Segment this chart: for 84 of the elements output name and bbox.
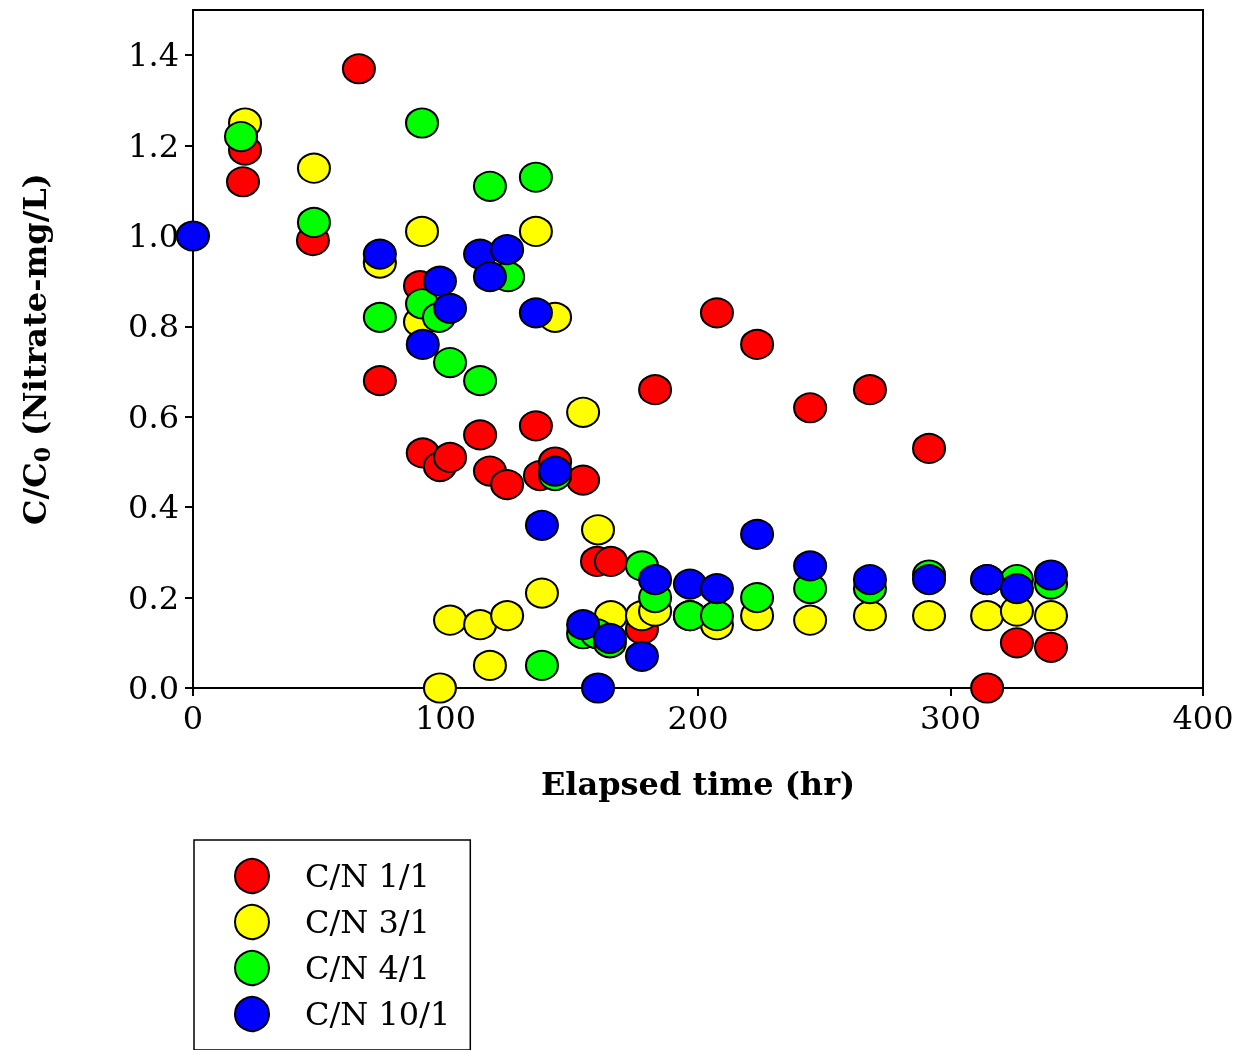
point: [341, 53, 376, 85]
legend-label: C/N 4/1: [305, 949, 430, 987]
point: [566, 464, 601, 496]
y-tick-label: 1.0: [128, 217, 179, 255]
point: [912, 432, 947, 464]
point: [624, 640, 659, 672]
point: [699, 600, 734, 632]
y-tick-label: 1.2: [128, 126, 179, 165]
point: [852, 600, 887, 632]
point: [999, 573, 1034, 605]
point: [422, 265, 457, 297]
point: [1034, 600, 1068, 632]
point: [433, 347, 468, 379]
point: [490, 234, 525, 266]
point: [672, 568, 707, 600]
point: [638, 374, 673, 406]
point: [433, 292, 468, 324]
legend-label: C/N 10/1: [305, 995, 451, 1033]
y-tick-label: 0.0: [128, 669, 179, 707]
point: [699, 297, 734, 329]
point: [518, 215, 553, 247]
y-tick-label: 0.8: [128, 307, 179, 346]
point: [852, 564, 887, 596]
point: [433, 604, 468, 636]
y-tick-label: 0.2: [128, 578, 179, 617]
point: [566, 609, 601, 641]
point: [638, 564, 673, 596]
point: [970, 600, 1005, 632]
x-tick-label: 400: [1172, 699, 1234, 737]
point: [793, 550, 828, 582]
point: [463, 419, 498, 451]
point: [422, 672, 457, 704]
y-tick-label: 0.4: [128, 488, 179, 527]
point: [593, 545, 628, 577]
x-axis-title: Elapsed time (hr): [540, 765, 856, 803]
point: [405, 215, 440, 247]
point: [524, 577, 559, 609]
point: [463, 365, 498, 397]
point: [566, 396, 601, 428]
y-tick-label: 0.6: [128, 397, 179, 436]
point: [524, 649, 559, 681]
point: [1034, 631, 1068, 663]
point: [518, 161, 553, 193]
legend-label: C/N 3/1: [305, 903, 430, 941]
point: [296, 206, 331, 238]
x-tick-label: 200: [667, 699, 729, 737]
point: [472, 170, 507, 202]
point: [472, 261, 507, 293]
point: [362, 301, 397, 333]
point: [999, 627, 1034, 659]
point: [581, 672, 616, 704]
point: [524, 509, 559, 541]
point: [296, 152, 331, 184]
x-tick-label: 0: [182, 699, 204, 737]
point: [852, 374, 887, 406]
y-axis-title: C/C0 (Nitrate-mg/L): [16, 173, 55, 525]
point: [405, 328, 440, 360]
y-tick-label: 1.4: [128, 36, 179, 75]
point: [405, 107, 440, 139]
point: [433, 441, 468, 473]
point: [740, 328, 775, 360]
point: [699, 573, 734, 605]
point: [912, 600, 947, 632]
point: [793, 392, 828, 424]
point: [1034, 559, 1068, 591]
point: [581, 514, 616, 546]
point: [970, 672, 1005, 704]
point: [490, 469, 525, 501]
point: [793, 604, 828, 636]
point: [740, 582, 775, 614]
legend-label: C/N 1/1: [305, 857, 430, 895]
point: [518, 410, 553, 442]
point: [518, 297, 553, 329]
x-tick-label: 100: [414, 699, 477, 737]
point: [362, 365, 397, 397]
point: [472, 649, 507, 681]
point: [176, 220, 210, 252]
point: [740, 518, 775, 550]
x-tick-label: 300: [919, 699, 982, 737]
point: [226, 166, 260, 198]
point: [463, 609, 498, 641]
point: [362, 238, 397, 270]
point: [224, 121, 258, 153]
point: [490, 600, 525, 632]
